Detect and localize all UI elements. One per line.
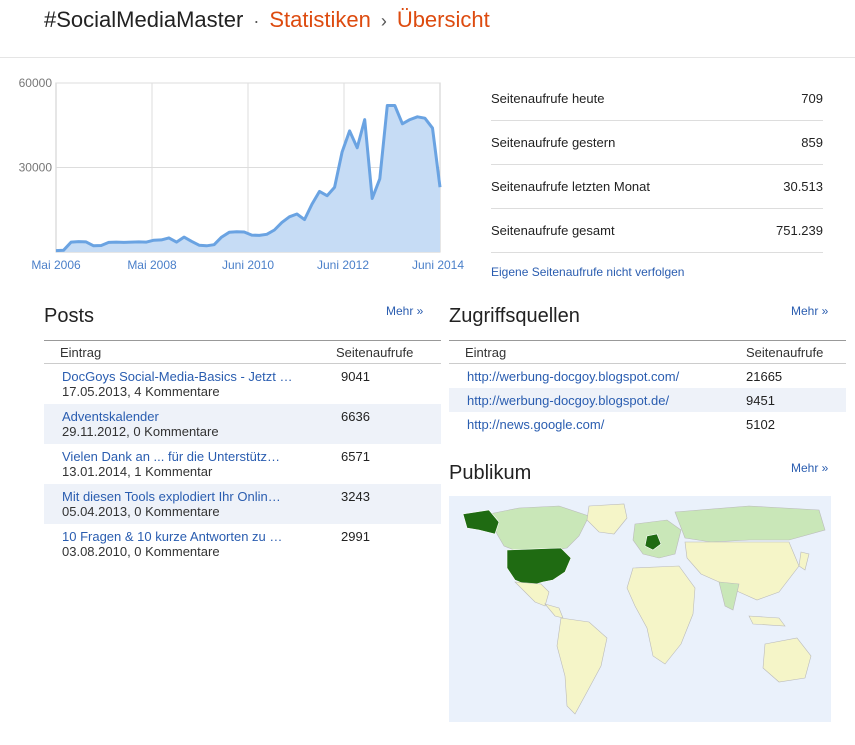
source-cell: http://news.google.com/ bbox=[449, 417, 746, 432]
stat-row-today: Seitenaufrufe heute 709 bbox=[491, 77, 823, 121]
breadcrumb-separator: › bbox=[380, 11, 387, 31]
source-url-link[interactable]: http://werbung-docgoy.blogspot.de/ bbox=[467, 392, 670, 408]
blog-name[interactable]: #SocialMediaMaster bbox=[44, 7, 244, 32]
posts-title: Posts bbox=[44, 305, 95, 327]
stat-label: Seitenaufrufe heute bbox=[491, 91, 605, 106]
map-region-africa[interactable] bbox=[626, 565, 696, 665]
post-meta: 17.05.2013, 4 Kommentare bbox=[62, 384, 220, 399]
posts-table: Eintrag Seitenaufrufe DocGoys Social-Med… bbox=[44, 340, 441, 564]
table-row: DocGoys Social-Media-Basics - Jetzt … 17… bbox=[44, 364, 441, 404]
stat-value: 751.239 bbox=[776, 223, 823, 238]
dont-track-own-pageviews-link[interactable]: Eigene Seitenaufrufe nicht verfolgen bbox=[491, 265, 685, 279]
audience-world-map[interactable] bbox=[449, 496, 831, 722]
table-row: Vielen Dank an ... für die Unterstütz… 1… bbox=[44, 444, 441, 484]
breadcrumb-statistics-link[interactable]: Statistiken bbox=[269, 7, 371, 32]
post-cell: 10 Fragen & 10 kurze Antworten zu … 03.0… bbox=[44, 524, 341, 564]
breadcrumb: #SocialMediaMaster · Statistiken › Übersicht bbox=[44, 6, 490, 35]
source-views: 9451 bbox=[746, 392, 775, 408]
post-title-link[interactable]: DocGoys Social-Media-Basics - Jetzt … bbox=[62, 369, 293, 384]
sources-title: Zugriffsquellen bbox=[449, 305, 580, 327]
column-header-entry: Eintrag bbox=[60, 344, 102, 360]
post-meta: 03.08.2010, 0 Kommentare bbox=[62, 544, 220, 559]
map-region-canada[interactable] bbox=[488, 505, 590, 553]
page-header: #SocialMediaMaster · Statistiken › Übersicht bbox=[0, 0, 855, 58]
breadcrumb-separator: · bbox=[253, 11, 260, 31]
table-header: Eintrag Seitenaufrufe bbox=[449, 340, 846, 364]
post-views: 9041 bbox=[341, 369, 370, 384]
x-tick-label: Mai 2006 bbox=[31, 258, 81, 272]
source-cell: http://werbung-docgoy.blogspot.com/ bbox=[449, 369, 746, 384]
source-url-link[interactable]: http://news.google.com/ bbox=[467, 416, 605, 432]
breadcrumb-overview: Übersicht bbox=[396, 7, 490, 32]
audience-title: Publikum bbox=[449, 462, 532, 484]
column-header-entry: Eintrag bbox=[465, 344, 507, 360]
post-meta: 29.11.2012, 0 Kommentare bbox=[62, 424, 219, 439]
stat-value: 30.513 bbox=[783, 179, 823, 194]
stat-row-yesterday: Seitenaufrufe gestern 859 bbox=[491, 121, 823, 165]
table-header: Eintrag Seitenaufrufe bbox=[44, 340, 441, 364]
map-region-usa[interactable] bbox=[506, 547, 572, 587]
map-region-russia[interactable] bbox=[674, 505, 826, 543]
table-row: http://werbung-docgoy.blogspot.de/ 9451 bbox=[449, 388, 846, 412]
post-cell: Adventskalender 29.11.2012, 0 Kommentare bbox=[44, 404, 341, 444]
stat-label: Seitenaufrufe letzten Monat bbox=[491, 179, 650, 194]
post-views: 3243 bbox=[341, 489, 370, 504]
stat-row-total: Seitenaufrufe gesamt 751.239 bbox=[491, 209, 823, 253]
table-row: 10 Fragen & 10 kurze Antworten zu … 03.0… bbox=[44, 524, 441, 564]
posts-more-link[interactable]: Mehr » bbox=[386, 304, 424, 318]
map-region-japan[interactable] bbox=[798, 551, 810, 571]
pageview-stats: Seitenaufrufe heute 709 Seitenaufrufe ge… bbox=[491, 77, 823, 279]
source-views: 5102 bbox=[746, 416, 775, 432]
column-header-views: Seitenaufrufe bbox=[336, 344, 414, 360]
column-header-views: Seitenaufrufe bbox=[746, 344, 824, 360]
source-cell: http://werbung-docgoy.blogspot.de/ bbox=[449, 393, 746, 408]
table-row: http://werbung-docgoy.blogspot.com/ 2166… bbox=[449, 364, 846, 388]
post-cell: DocGoys Social-Media-Basics - Jetzt … 17… bbox=[44, 364, 341, 404]
post-title-link[interactable]: Mit diesen Tools explodiert Ihr Onlin… bbox=[62, 489, 281, 504]
table-row: http://news.google.com/ 5102 bbox=[449, 412, 846, 436]
post-cell: Mit diesen Tools explodiert Ihr Onlin… 0… bbox=[44, 484, 341, 524]
map-region-india[interactable] bbox=[718, 581, 740, 611]
post-views: 6636 bbox=[341, 409, 370, 424]
map-region-indonesia[interactable] bbox=[748, 615, 786, 627]
audience-more-link[interactable]: Mehr » bbox=[791, 461, 829, 475]
post-meta: 05.04.2013, 0 Kommentare bbox=[62, 504, 220, 519]
chart-series-line bbox=[55, 104, 442, 253]
post-views: 2991 bbox=[341, 529, 370, 544]
post-title-link[interactable]: 10 Fragen & 10 kurze Antworten zu … bbox=[62, 529, 283, 544]
table-row: Adventskalender 29.11.2012, 0 Kommentare… bbox=[44, 404, 441, 444]
x-tick-label: Juni 2014 bbox=[412, 258, 464, 272]
map-region-mexico[interactable] bbox=[514, 581, 550, 607]
stat-value: 709 bbox=[801, 91, 823, 106]
sources-table: Eintrag Seitenaufrufe http://werbung-doc… bbox=[449, 340, 846, 436]
post-meta: 13.01.2014, 1 Kommentar bbox=[62, 464, 213, 479]
post-views: 6571 bbox=[341, 449, 370, 464]
pageviews-chart: 30000 60000 Mai 2006 Mai 2008 Juni 2010 Juni … bbox=[19, 76, 465, 272]
post-cell: Vielen Dank an ... für die Unterstütz… 1… bbox=[44, 444, 341, 484]
source-url-link[interactable]: http://werbung-docgoy.blogspot.com/ bbox=[467, 368, 680, 384]
map-region-asia[interactable] bbox=[684, 541, 800, 601]
map-region-australia[interactable] bbox=[762, 637, 812, 683]
x-tick-label: Mai 2008 bbox=[127, 258, 177, 272]
post-title-link[interactable]: Vielen Dank an ... für die Unterstütz… bbox=[62, 449, 280, 464]
chart-area-fill bbox=[56, 105, 440, 252]
sources-more-link[interactable]: Mehr » bbox=[791, 304, 829, 318]
x-tick-label: Juni 2012 bbox=[317, 258, 369, 272]
y-tick-label: 60000 bbox=[19, 76, 53, 90]
stat-value: 859 bbox=[801, 135, 823, 150]
table-row: Mit diesen Tools explodiert Ihr Onlin… 0… bbox=[44, 484, 441, 524]
map-region-alaska[interactable] bbox=[462, 509, 500, 535]
map-region-germany[interactable] bbox=[644, 533, 662, 551]
y-tick-label: 30000 bbox=[19, 161, 53, 175]
map-region-south-america[interactable] bbox=[556, 617, 608, 715]
stat-row-last-month: Seitenaufrufe letzten Monat 30.513 bbox=[491, 165, 823, 209]
source-views: 21665 bbox=[746, 368, 783, 384]
stat-label: Seitenaufrufe gesamt bbox=[491, 223, 615, 238]
map-region-greenland[interactable] bbox=[586, 503, 628, 535]
stat-label: Seitenaufrufe gestern bbox=[491, 135, 616, 150]
x-tick-label: Juni 2010 bbox=[222, 258, 274, 272]
post-title-link[interactable]: Adventskalender bbox=[62, 409, 159, 424]
